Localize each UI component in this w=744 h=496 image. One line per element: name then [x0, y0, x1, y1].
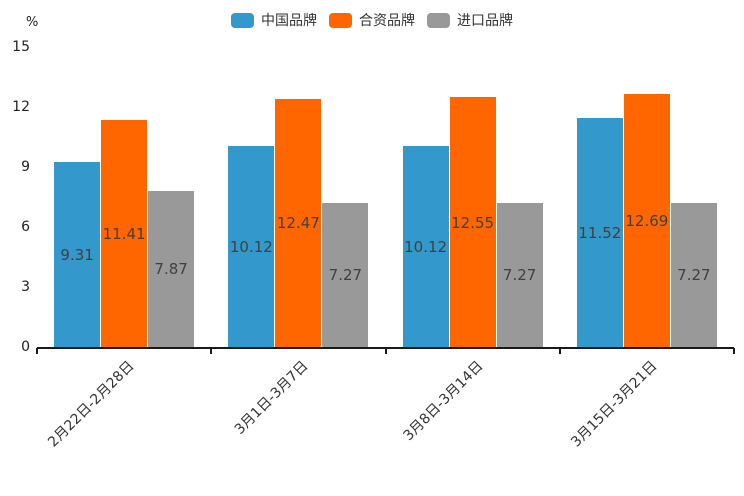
- x-axis-tick-mark: [384, 348, 387, 354]
- bar-中国品牌-4[interactable]: [576, 117, 623, 348]
- bar-进口品牌-2[interactable]: [322, 202, 369, 348]
- legend: 中国品牌 合资品牌 进口品牌: [0, 8, 744, 32]
- y-tick-label: 3: [21, 279, 30, 295]
- legend-label: 合资品牌: [359, 13, 415, 29]
- legend-item-2[interactable]: 合资品牌: [329, 10, 415, 30]
- legend-label: 进口品牌: [457, 13, 513, 29]
- legend-swatch[interactable]: [427, 12, 450, 28]
- x-axis-tick-mark: [558, 348, 561, 354]
- bar-合资品牌-4[interactable]: [623, 94, 670, 348]
- x-axis-tick-mark: [210, 348, 213, 354]
- y-tick-label: 9: [21, 159, 30, 175]
- x-axis-tick-mark: [36, 348, 38, 354]
- y-tick-label: 6: [21, 219, 30, 235]
- legend-swatch[interactable]: [329, 12, 352, 28]
- bar-进口品牌-4[interactable]: [670, 202, 717, 348]
- bar-合资品牌-1[interactable]: [101, 119, 148, 348]
- legend-item-3[interactable]: 进口品牌: [427, 10, 513, 30]
- x-tick-label: 3月8日-3月14日: [400, 358, 487, 445]
- bar-合资品牌-3[interactable]: [449, 97, 496, 348]
- bar-进口品牌-1[interactable]: [148, 190, 195, 348]
- bar-中国品牌-3[interactable]: [402, 145, 449, 348]
- y-tick-label: 12: [12, 99, 30, 115]
- x-tick-label: 3月15日-3月21日: [568, 358, 661, 451]
- y-axis-unit-label: %: [26, 15, 39, 30]
- legend-label: 中国品牌: [261, 13, 317, 29]
- legend-swatch[interactable]: [231, 12, 254, 28]
- y-tick-label: 15: [12, 39, 30, 55]
- y-tick-label: 0: [21, 339, 30, 355]
- bar-中国品牌-1[interactable]: [54, 161, 101, 348]
- bar-进口品牌-3[interactable]: [496, 202, 543, 348]
- legend-item-1[interactable]: 中国品牌: [231, 10, 317, 30]
- x-tick-label: 3月1日-3月7日: [232, 358, 312, 438]
- bar-合资品牌-2[interactable]: [275, 98, 322, 348]
- bar-中国品牌-2[interactable]: [228, 145, 275, 348]
- x-tick-label: 2月22日-2月28日: [45, 358, 138, 451]
- x-axis-tick-mark: [733, 348, 735, 354]
